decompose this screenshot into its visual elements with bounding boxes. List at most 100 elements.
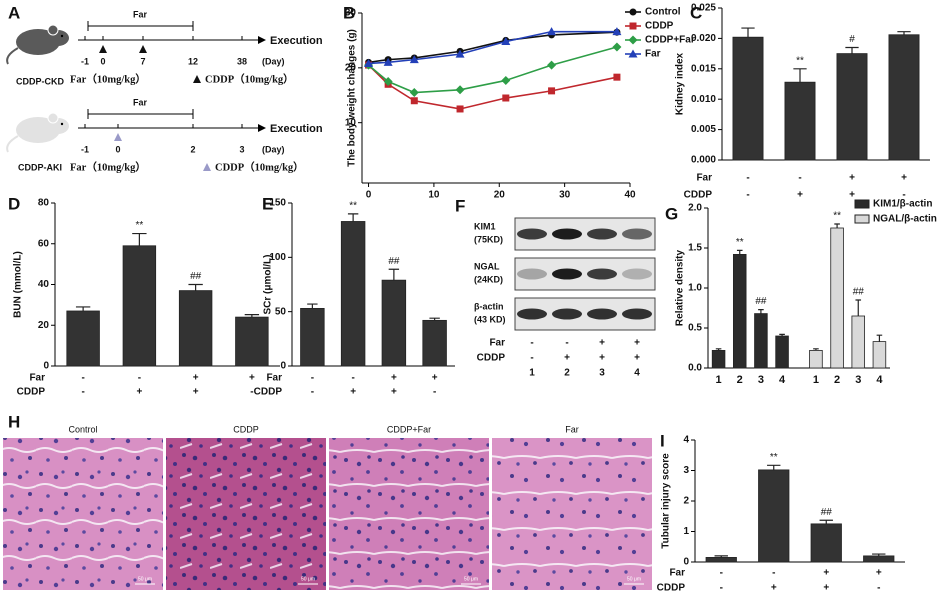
y-tick-label: 40: [38, 279, 50, 290]
y-axis-label: Tubular injury score: [661, 453, 672, 549]
error-bar: [388, 268, 400, 281]
x-tick-label: 4: [876, 374, 883, 386]
blot-strip: [514, 257, 656, 291]
treatment-sign: -: [138, 373, 141, 384]
model-label: CDDP-CKD: [16, 76, 64, 86]
marker: [455, 85, 465, 95]
y-tick-label: 0.015: [691, 63, 716, 74]
marker: [613, 73, 621, 81]
bar: [122, 245, 157, 367]
bar: [809, 349, 823, 369]
bar: [381, 279, 407, 367]
day-label: 0: [115, 144, 120, 154]
day-label: 38: [237, 56, 247, 66]
marker: [547, 60, 557, 70]
day-label: 3: [239, 144, 244, 154]
legend-swatch: [854, 214, 870, 224]
day-label: -1: [81, 56, 89, 66]
blot-size: (75KD): [474, 234, 503, 244]
treatment-sign: -: [877, 583, 880, 594]
treatment-sign: +: [599, 353, 605, 364]
legend-swatch: [854, 199, 870, 209]
treatment-name: CDDP: [684, 190, 713, 201]
marker: [612, 27, 622, 36]
y-tick-label: 0: [683, 557, 689, 568]
legend-marker: [628, 35, 638, 45]
x-tick-label: 2: [834, 374, 840, 386]
histology-image: [3, 438, 163, 590]
y-tick-label: 0.5: [688, 323, 702, 334]
legend-marker: [629, 22, 637, 30]
treatment-name: CDDP: [657, 583, 686, 594]
y-tick-label: 0.010: [691, 94, 716, 105]
treatment-sign: -: [902, 190, 905, 201]
blot-band: [552, 268, 582, 280]
treatment-sign: +: [391, 387, 397, 398]
marker: [409, 88, 419, 98]
end-label: Execution: [270, 35, 323, 47]
treatment-sign: -: [81, 373, 84, 384]
dose-marker: [99, 45, 107, 53]
treatment-name: CDDP: [477, 353, 506, 364]
mouse-tail: [6, 135, 19, 153]
legend-label: KIM1/β-actin: [873, 199, 932, 210]
error-bar: [715, 348, 722, 351]
treatment-sign: -: [250, 387, 253, 398]
y-tick-label: 3: [683, 465, 689, 476]
bar: [863, 555, 895, 563]
panel-letter: I: [660, 431, 665, 450]
image-title: CDDP+Far: [387, 424, 431, 434]
treatment-sign: +: [193, 373, 199, 384]
y-tick-label: 4: [683, 435, 689, 446]
bar: [705, 557, 737, 563]
error-bar: [876, 334, 883, 342]
error-bar: [793, 68, 807, 83]
significance-label: ##: [190, 271, 202, 282]
day-label: 2: [190, 144, 195, 154]
y-tick-label: 1.0: [688, 283, 702, 294]
error-bar: [819, 519, 833, 524]
blot-band: [622, 228, 652, 240]
treatment-sign: -: [530, 353, 533, 364]
marker: [501, 37, 511, 46]
blot-band: [517, 228, 547, 240]
dose-marker: [193, 75, 201, 83]
y-tick-label: 150: [269, 198, 286, 209]
treatment-sign: +: [193, 387, 199, 398]
error-bar: [872, 553, 886, 556]
timeline-arrow: [258, 124, 266, 132]
legend-label: CDDP: [645, 21, 674, 32]
y-axis-label: Relative density: [675, 249, 686, 326]
treatment-name: Far: [669, 568, 685, 579]
blot-band: [587, 308, 617, 320]
bar: [872, 341, 887, 369]
treatment-sign: -: [746, 173, 749, 184]
marker: [364, 58, 374, 67]
panel-letter: B: [343, 3, 355, 22]
significance-label: ##: [388, 256, 400, 267]
day-label: 12: [188, 56, 198, 66]
unit-label: (Day): [262, 144, 285, 154]
bar: [340, 221, 366, 367]
y-tick-label: 1.5: [688, 243, 702, 254]
panel-letter: F: [455, 196, 465, 215]
x-tick-label: 1: [813, 374, 819, 386]
treatment-sign: -: [746, 190, 749, 201]
blot-band: [587, 268, 617, 280]
panel-letter: A: [8, 3, 20, 22]
significance-label: ##: [821, 507, 833, 518]
blot-band: [552, 308, 582, 320]
treatment-name: CDDP: [254, 387, 283, 398]
mouse-ear: [47, 24, 59, 36]
lane-label: 3: [599, 368, 605, 379]
marker: [383, 77, 393, 87]
dose-marker: [203, 163, 211, 171]
y-tick-label: 0.000: [691, 155, 716, 166]
error-bar: [188, 283, 203, 291]
y-tick-label: 0: [280, 361, 286, 372]
blot-label: β-actin: [474, 301, 504, 311]
error-bar: [736, 249, 743, 255]
image-title: Control: [68, 424, 97, 434]
x-tick-label: 4: [779, 374, 786, 386]
y-tick-label: 0.025: [691, 3, 716, 14]
